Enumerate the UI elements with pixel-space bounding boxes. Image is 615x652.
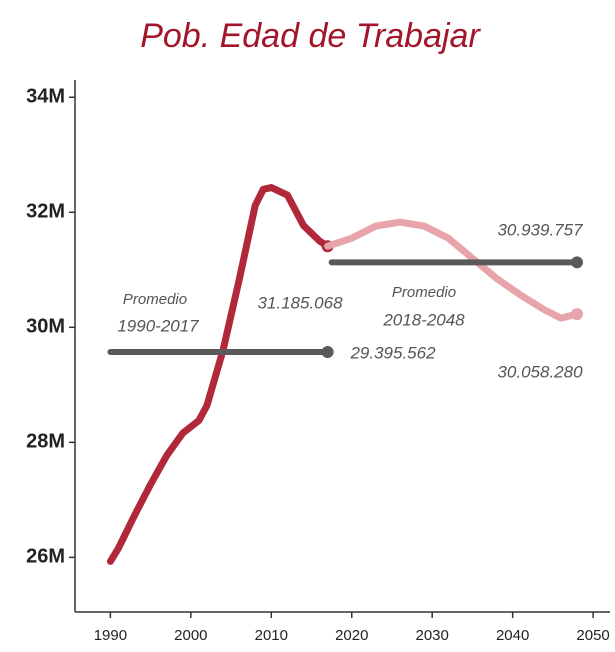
y-tick-label: 32M <box>26 201 65 223</box>
series-line <box>324 218 581 322</box>
annotation: 2018-2048 <box>382 310 465 329</box>
annotation: Promedio <box>123 291 187 308</box>
y-tick-label: 28M <box>26 431 65 453</box>
x-tick-label: 2000 <box>174 627 207 644</box>
x-tick-label: 1990 <box>94 627 127 644</box>
chart-title: Pob. Edad de Trabajar <box>140 17 481 55</box>
x-tick-label: 2010 <box>255 627 288 644</box>
x-tick-label: 2020 <box>335 627 368 644</box>
annotation: 30.939.757 <box>497 220 583 239</box>
end-marker <box>571 256 584 269</box>
annotation: 29.395.562 <box>349 343 436 362</box>
annotation: Promedio <box>392 284 456 301</box>
annotation: 1990-2017 <box>117 316 199 335</box>
annotation: 30.058.280 <box>497 362 583 381</box>
series-line <box>106 184 332 565</box>
x-tick-label: 2030 <box>416 627 449 644</box>
y-tick-label: 26M <box>26 546 65 568</box>
x-tick-label: 2040 <box>496 627 529 644</box>
x-tick-label: 2050 <box>576 627 609 644</box>
y-tick-label: 30M <box>26 316 65 338</box>
end-marker <box>571 308 584 321</box>
annotation: 31.185.068 <box>257 293 343 312</box>
y-tick-label: 34M <box>26 86 65 108</box>
end-marker <box>321 346 334 359</box>
